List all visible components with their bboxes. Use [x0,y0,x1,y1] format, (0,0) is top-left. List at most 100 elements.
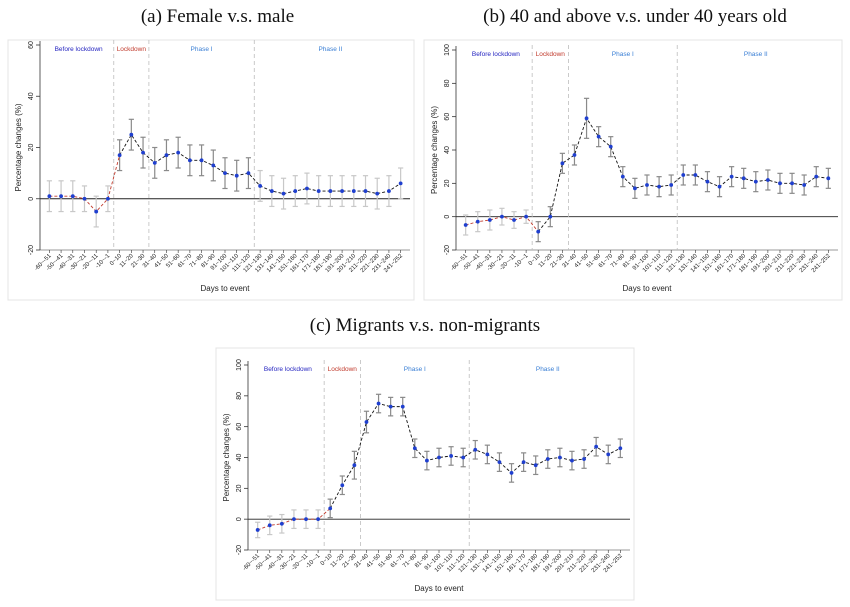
phase-label-before-lockdown: Before lockdown [55,46,103,53]
phase-label-phase-i: Phase I [191,46,213,53]
data-point [463,223,468,227]
data-point [560,161,565,166]
y-axis-label: Percentage changes (%) [430,106,439,194]
panel-b-title: (b) 40 and above v.s. under 40 years old [483,6,787,27]
y-tick-label: 20 [236,484,243,492]
data-point [246,171,251,176]
data-point [814,174,819,179]
data-point [618,446,623,451]
data-point [187,158,192,163]
data-point [753,179,758,184]
y-tick-label: 100 [236,359,243,371]
chart-frame [215,347,635,601]
data-point [693,173,698,177]
data-point [376,401,381,406]
phase-label-phase-ii: Phase II [536,366,560,373]
data-point [548,214,553,219]
data-point [199,158,204,163]
y-tick-label: 100 [444,44,451,56]
data-point [59,194,63,199]
data-point [681,173,686,177]
data-point [729,174,734,179]
data-point [293,189,298,193]
y-tick-label: 40 [444,146,451,154]
data-point [497,460,502,465]
data-point [485,452,490,457]
data-point [279,521,284,526]
data-point [328,189,333,193]
data-point [363,189,368,193]
data-point [826,176,831,181]
phase-label-phase-i: Phase I [404,366,426,373]
data-point [570,458,574,463]
data-point [790,181,794,186]
data-point [645,183,649,187]
x-axis-label: Days to event [201,284,251,293]
data-point [106,196,110,201]
data-point [545,457,550,461]
data-point [316,189,321,193]
chart-frame [7,39,415,301]
data-point [141,150,145,155]
data-point [705,179,710,184]
data-point [328,506,333,511]
data-point [633,186,637,191]
panel-c-title: (c) Migrants v.s. non-migrants [309,315,541,336]
data-point [533,463,538,468]
data-point [557,455,562,460]
data-point [425,458,429,463]
data-point [352,463,357,468]
data-point [398,181,403,186]
data-point [304,517,308,522]
phase-label-phase-ii: Phase II [318,46,342,53]
data-point [608,144,613,149]
data-point [152,160,157,165]
data-point [582,457,586,461]
data-point [596,134,601,139]
data-point [778,181,782,186]
phase-label-lockdown: Lockdown [328,366,358,373]
data-point [620,174,625,179]
y-tick-label: -20 [444,245,451,255]
data-point [606,452,611,457]
data-point [223,171,227,176]
y-tick-label: 0 [28,197,35,201]
data-point [524,214,529,219]
data-point [802,183,807,187]
data-point [351,189,356,193]
data-point [164,153,169,158]
y-axis-label: Percentage changes (%) [14,103,23,191]
data-point [234,173,239,178]
data-point [117,153,122,158]
data-point [340,483,345,488]
y-tick-label: 60 [28,41,35,49]
y-tick-label: 40 [236,454,243,462]
data-point [521,460,526,465]
data-point [473,447,478,452]
y-tick-label: 0 [236,517,243,521]
data-point [305,186,309,191]
data-point [269,189,274,193]
data-point [461,455,466,460]
data-point [176,150,181,155]
data-point [94,209,99,214]
chart-frame [423,39,843,301]
phase-label-before-lockdown: Before lockdown [264,366,312,373]
data-point [316,517,321,522]
phase-label-before-lockdown: Before lockdown [472,51,520,58]
y-axis-label: Percentage changes (%) [222,413,231,501]
panel-a-title: (a) Female v.s. male [140,6,295,27]
data-point [500,214,504,219]
x-axis-label: Days to event [415,584,465,593]
data-point [258,184,263,188]
data-point [388,404,393,409]
data-point [437,455,441,460]
data-point [47,194,52,199]
data-point [765,178,770,182]
data-point [475,219,480,224]
data-point [387,189,391,193]
data-point [594,444,599,449]
